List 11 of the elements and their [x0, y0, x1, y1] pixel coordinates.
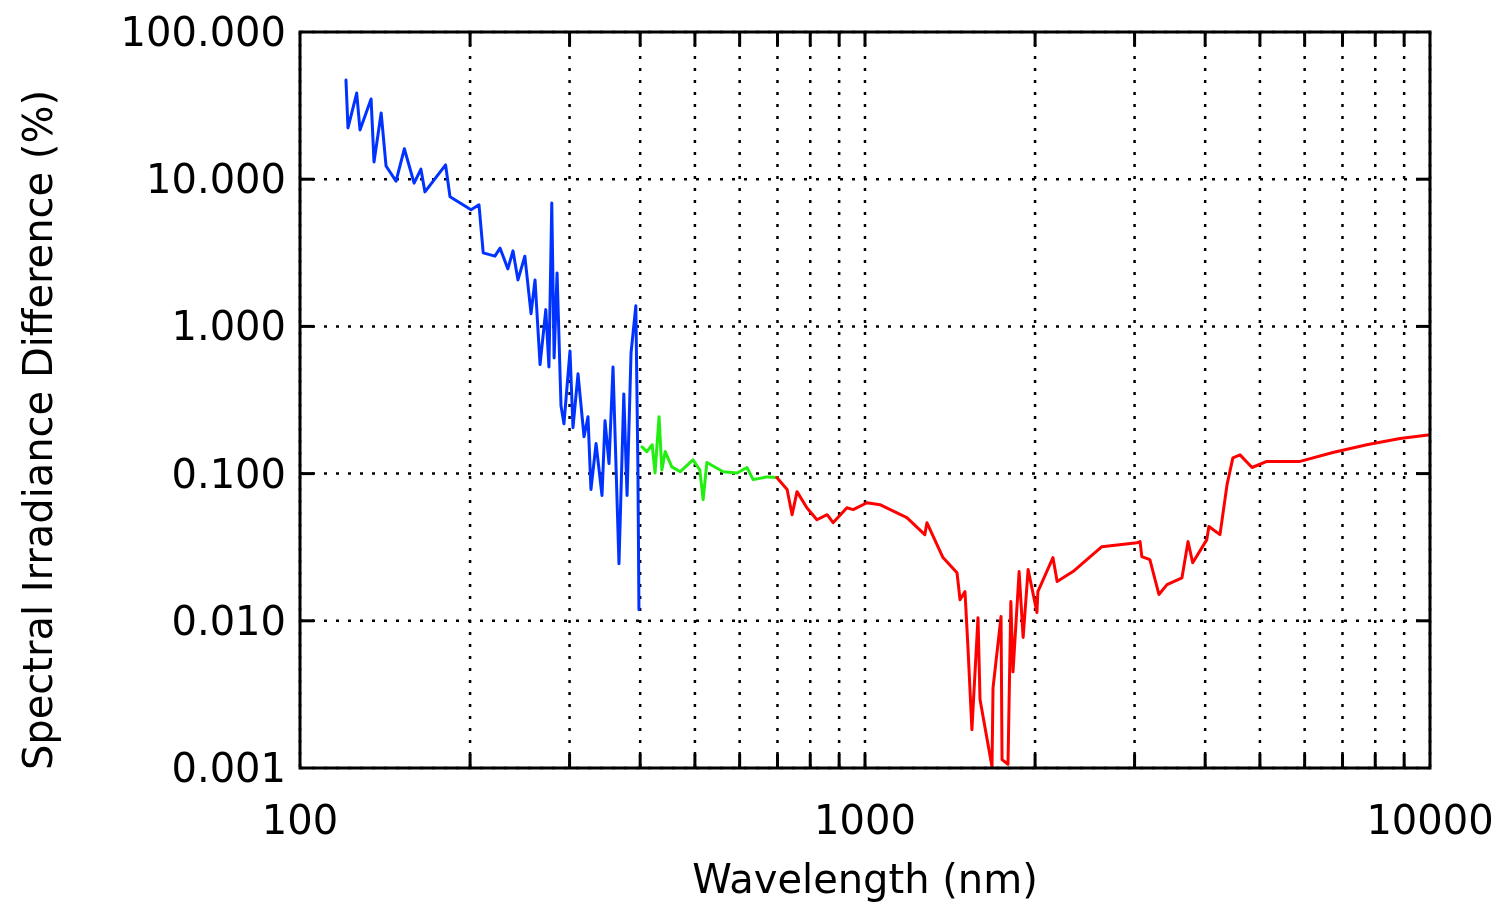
- y-axis-title: Spectral Irradiance Difference (%): [15, 89, 61, 771]
- y-tick-label: 0.010: [171, 597, 286, 644]
- x-tick-label: 10000: [1366, 797, 1494, 843]
- x-tick-label: 1000: [814, 797, 916, 843]
- y-tick-label: 0.100: [171, 450, 286, 497]
- y-tick-label: 1.000: [171, 303, 286, 350]
- y-tick-label: 0.001: [171, 745, 286, 791]
- x-tick-label: 100: [261, 797, 339, 843]
- y-tick-label: 100.000: [120, 9, 286, 55]
- x-axis-title: Wavelength (nm): [692, 856, 1038, 902]
- y-tick-label: 10.000: [146, 156, 286, 203]
